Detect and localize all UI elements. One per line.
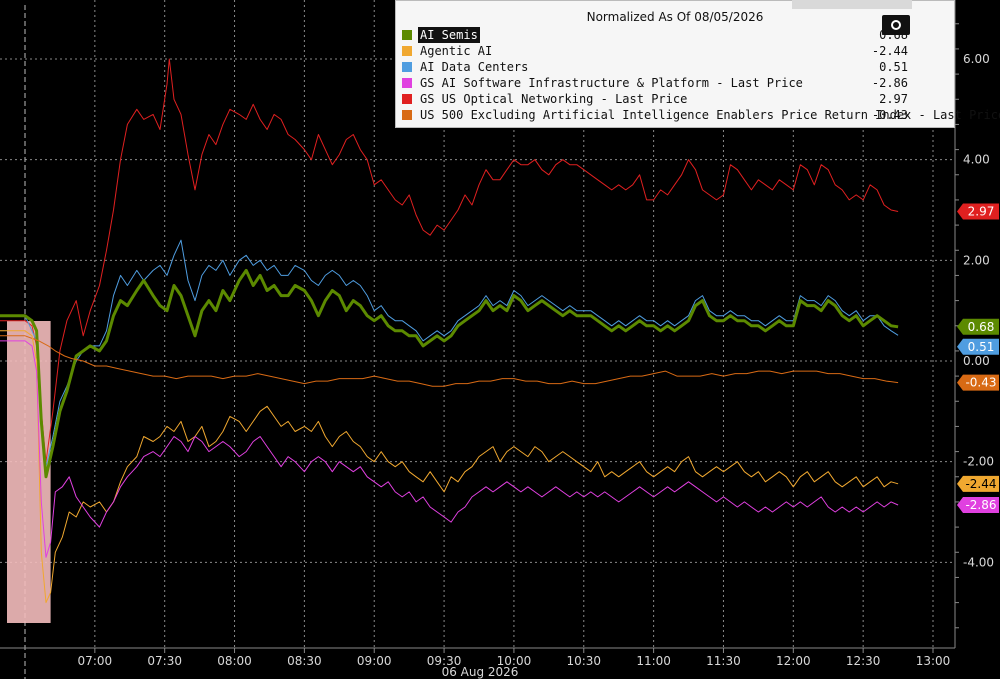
legend-item-value: 2.97: [879, 92, 908, 106]
y-tick-label: 0.00: [963, 354, 990, 368]
legend-swatch: [402, 46, 412, 56]
series-line: [0, 335, 899, 387]
legend-toolbar[interactable]: [792, 0, 912, 9]
legend-item-name: AI Data Centers: [420, 60, 529, 74]
legend-title: Normalized As Of 08/05/2026: [586, 10, 764, 24]
x-tick-label: 13:00: [916, 654, 951, 668]
legend-item-value: -0.43: [871, 108, 908, 122]
series-line: [0, 58, 899, 463]
series-line: [0, 340, 899, 558]
tag-shape: [957, 338, 999, 355]
last-value-tag: -2.86: [957, 496, 999, 513]
legend-item-name: GS US Optical Networking - Last Price: [420, 92, 688, 106]
x-tick-label: 09:30: [427, 654, 462, 668]
y-tick-label: -4.00: [963, 555, 994, 569]
legend-item[interactable]: GS US Optical Networking - Last Price 2.9…: [402, 91, 954, 107]
legend-item-value: -2.44: [871, 44, 908, 58]
last-value-tag: -2.44: [957, 475, 999, 492]
last-value-tag: 2.97: [957, 203, 999, 220]
x-tick-label: 10:00: [497, 654, 532, 668]
x-tick-label: 08:00: [217, 654, 252, 668]
legend-item-value: 0.51: [879, 60, 908, 74]
series-lines: [0, 58, 899, 604]
legend-item-name: GS AI Software Infrastructure & Platform…: [420, 76, 803, 90]
tag-shape: [957, 374, 999, 391]
y-tick-label: 4.00: [963, 153, 990, 167]
legend-swatch: [402, 110, 412, 120]
legend-item-name: AI Semis: [418, 27, 480, 43]
last-value-tag: 0.68: [957, 318, 999, 335]
legend-item[interactable]: AI Data Centers 0.51: [402, 59, 954, 75]
series-line: [0, 239, 899, 468]
last-value-tag: -0.43: [957, 374, 999, 391]
tag-shape: [957, 475, 999, 492]
series-line: [0, 268, 899, 479]
series-line: [0, 330, 899, 604]
legend-item[interactable]: Agentic AI -2.44: [402, 43, 954, 59]
legend-menu-button[interactable]: [882, 15, 910, 35]
x-tick-label: 10:30: [566, 654, 601, 668]
last-value-tags: 2.97 0.68 0.51 -0.43 -2.44 -2.86: [957, 203, 999, 513]
tag-shape: [957, 203, 999, 220]
x-tick-label: 12:30: [846, 654, 881, 668]
legend-swatch: [402, 62, 412, 72]
tag-shape: [957, 496, 999, 513]
legend-item[interactable]: GS AI Software Infrastructure & Platform…: [402, 75, 954, 91]
tag-value: -0.43: [965, 376, 996, 390]
x-tick-label: 11:30: [706, 654, 741, 668]
x-axis: 07:00 07:30 08:00 08:30 09:00 09:30 10:00 10:30…: [0, 647, 955, 668]
x-tick-label: 09:00: [357, 654, 392, 668]
tag-value: 2.97: [968, 205, 995, 219]
tag-value: 0.68: [968, 320, 995, 334]
circle-icon: [891, 20, 901, 30]
x-tick-label: 08:30: [287, 654, 322, 668]
legend-item-value: 0.68: [879, 28, 908, 42]
tag-value: 0.51: [968, 340, 995, 354]
tag-value: -2.44: [965, 477, 996, 491]
x-tick-label: 07:00: [78, 654, 113, 668]
legend-panel: Normalized As Of 08/05/2026 AI Semis 0.68…: [395, 0, 1000, 128]
y-axis: 6.00 4.00 2.00 0.00 -2.00 -4.00: [954, 0, 994, 648]
y-tick-label: 2.00: [963, 253, 990, 267]
x-tick-label: 11:00: [636, 654, 671, 668]
legend-item-name: Agentic AI: [420, 44, 493, 58]
last-value-tag: 0.51: [957, 338, 999, 355]
legend-item-value: -2.86: [871, 76, 908, 90]
legend-item-name: US 500 Excluding Artificial Intelligence…: [420, 108, 1000, 122]
legend-swatch: [402, 78, 412, 88]
x-axis-date-label: 06 Aug 2026: [442, 665, 519, 679]
y-tick-label: -2.00: [963, 455, 994, 469]
tag-shape: [957, 318, 999, 335]
y-tick-label: 6.00: [963, 52, 990, 66]
tag-value: -2.86: [965, 498, 996, 512]
legend-swatch: [402, 94, 412, 104]
legend-item[interactable]: US 500 Excluding Artificial Intelligence…: [402, 107, 1000, 123]
legend-swatch: [402, 30, 412, 40]
x-tick-label: 12:00: [776, 654, 811, 668]
legend-item[interactable]: AI Semis 0.68: [402, 27, 954, 43]
x-tick-label: 07:30: [147, 654, 182, 668]
